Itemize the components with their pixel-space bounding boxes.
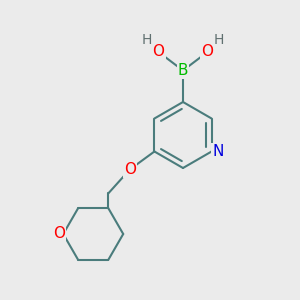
Text: B: B [178,63,188,78]
Text: O: O [152,44,164,59]
Text: O: O [53,226,65,242]
Text: O: O [202,44,214,59]
Text: H: H [214,34,224,47]
Text: N: N [212,144,224,159]
Text: H: H [142,34,152,47]
Text: O: O [124,162,136,177]
